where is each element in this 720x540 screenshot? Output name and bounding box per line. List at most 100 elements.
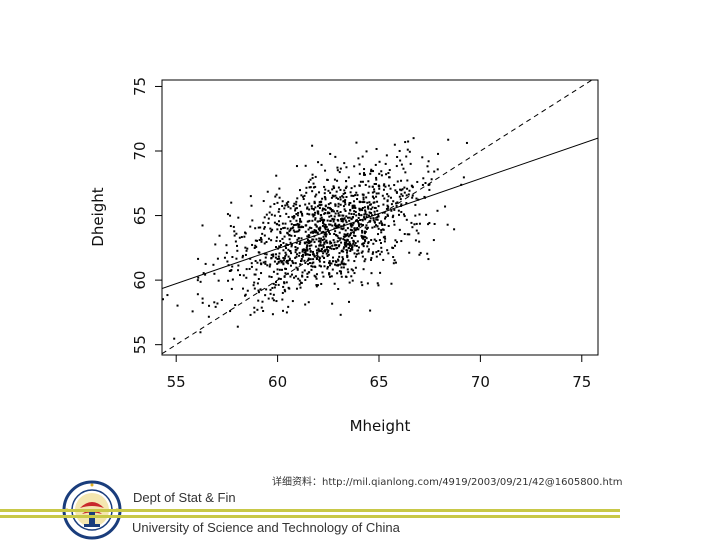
data-point bbox=[236, 249, 239, 252]
data-point bbox=[346, 232, 349, 235]
data-point bbox=[254, 273, 257, 276]
data-point bbox=[318, 201, 321, 204]
data-point bbox=[240, 236, 243, 239]
data-point bbox=[334, 222, 337, 225]
data-point bbox=[373, 190, 376, 193]
data-point bbox=[373, 183, 376, 186]
data-point bbox=[357, 246, 360, 249]
data-point bbox=[295, 266, 298, 269]
data-point bbox=[400, 179, 403, 182]
data-point bbox=[354, 210, 357, 213]
data-point bbox=[319, 214, 322, 217]
data-point bbox=[364, 258, 367, 261]
data-point bbox=[363, 173, 366, 176]
data-point bbox=[365, 150, 368, 153]
data-point bbox=[402, 167, 405, 170]
data-point bbox=[318, 258, 321, 261]
data-point bbox=[286, 227, 289, 230]
data-point bbox=[315, 277, 318, 280]
data-point bbox=[361, 209, 364, 212]
data-point bbox=[323, 223, 326, 226]
y-tick-label: 60 bbox=[131, 271, 149, 290]
data-point bbox=[314, 185, 317, 188]
data-point bbox=[342, 192, 345, 195]
data-point bbox=[329, 219, 332, 222]
data-point bbox=[366, 226, 369, 229]
data-point bbox=[265, 253, 268, 256]
data-point bbox=[264, 260, 267, 263]
data-point bbox=[323, 185, 326, 188]
data-point bbox=[373, 221, 376, 224]
data-point bbox=[436, 168, 439, 171]
data-point bbox=[298, 223, 301, 226]
data-point bbox=[398, 149, 401, 152]
data-point bbox=[297, 237, 300, 240]
data-point bbox=[269, 288, 272, 291]
data-point bbox=[340, 241, 343, 244]
data-point bbox=[325, 239, 328, 242]
data-point bbox=[295, 200, 298, 203]
data-point bbox=[400, 163, 403, 166]
data-point bbox=[259, 262, 262, 265]
data-point bbox=[393, 220, 396, 223]
data-point bbox=[275, 239, 278, 242]
data-point bbox=[410, 221, 413, 224]
data-point bbox=[313, 202, 316, 205]
data-point bbox=[295, 203, 298, 206]
data-point bbox=[357, 212, 360, 215]
data-point bbox=[377, 192, 380, 195]
data-point bbox=[415, 229, 418, 232]
data-point bbox=[365, 237, 368, 240]
data-point bbox=[322, 252, 325, 255]
data-point bbox=[329, 152, 332, 155]
data-point bbox=[279, 240, 282, 243]
data-point bbox=[336, 240, 339, 243]
data-point bbox=[291, 215, 294, 218]
data-point bbox=[427, 170, 430, 173]
data-point bbox=[255, 245, 258, 248]
data-point bbox=[354, 255, 357, 258]
data-point bbox=[316, 255, 319, 258]
data-point bbox=[361, 229, 364, 232]
data-point bbox=[346, 254, 349, 257]
data-point bbox=[326, 265, 329, 268]
data-point bbox=[363, 206, 366, 209]
data-point bbox=[405, 218, 408, 221]
data-point bbox=[262, 310, 265, 313]
data-point bbox=[322, 218, 325, 221]
data-point bbox=[285, 259, 288, 262]
data-point bbox=[314, 275, 317, 278]
data-point bbox=[304, 230, 307, 233]
data-point bbox=[334, 244, 337, 247]
data-point bbox=[302, 198, 305, 201]
x-tick-label: 70 bbox=[471, 373, 490, 391]
data-point bbox=[330, 214, 333, 217]
data-point bbox=[314, 218, 317, 221]
data-point bbox=[337, 186, 340, 189]
data-point bbox=[262, 261, 265, 264]
data-point bbox=[380, 170, 383, 173]
data-point bbox=[418, 253, 421, 256]
data-point bbox=[271, 297, 274, 300]
data-point bbox=[243, 235, 246, 238]
data-point bbox=[400, 210, 403, 213]
data-point bbox=[345, 241, 348, 244]
data-point bbox=[298, 242, 301, 245]
data-point bbox=[335, 244, 338, 247]
data-point bbox=[396, 156, 399, 159]
data-point bbox=[268, 265, 271, 268]
data-point bbox=[376, 209, 379, 212]
data-point bbox=[395, 204, 398, 207]
data-point bbox=[265, 288, 268, 291]
data-point bbox=[361, 231, 364, 234]
data-point bbox=[213, 272, 216, 275]
data-point bbox=[348, 300, 351, 303]
data-point bbox=[296, 197, 299, 200]
data-point bbox=[225, 244, 228, 247]
data-point bbox=[255, 268, 258, 271]
data-point bbox=[361, 207, 364, 210]
data-point bbox=[251, 243, 254, 246]
data-point bbox=[264, 262, 267, 265]
data-point bbox=[398, 228, 401, 231]
data-point bbox=[318, 244, 321, 247]
